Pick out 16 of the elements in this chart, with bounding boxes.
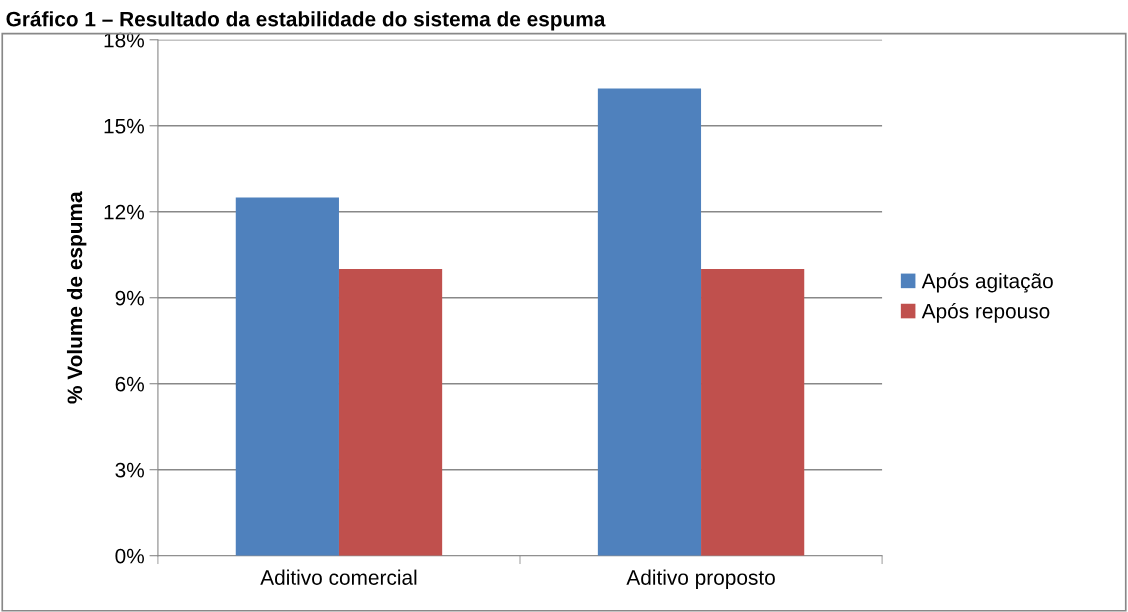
bar xyxy=(338,269,443,556)
y-axis-title: % Volume de espuma xyxy=(66,191,87,404)
y-tick-label: 3% xyxy=(115,462,144,478)
x-tick-label: Aditivo proposto xyxy=(626,569,775,590)
y-tick-label: 9% xyxy=(115,290,144,306)
bar xyxy=(701,269,805,556)
y-tick-label: 15% xyxy=(104,118,144,134)
y-tick-label: 6% xyxy=(115,376,144,392)
legend-label: Após repouso xyxy=(921,302,1050,323)
bar xyxy=(597,88,702,556)
legend-label: Após agitação xyxy=(921,272,1053,293)
chart-title: Gráfico 1 – Resultado da estabilidade do sistema de espuma xyxy=(6,11,606,31)
y-tick-label: 12% xyxy=(104,204,144,220)
x-tick-label: Aditivo comercial xyxy=(260,569,417,585)
y-tick-label: 0% xyxy=(115,548,144,564)
bar xyxy=(235,197,339,556)
